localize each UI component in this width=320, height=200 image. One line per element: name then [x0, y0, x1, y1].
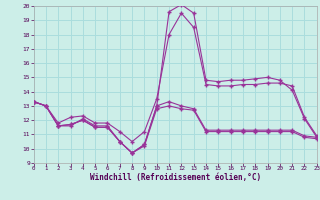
- X-axis label: Windchill (Refroidissement éolien,°C): Windchill (Refroidissement éolien,°C): [90, 173, 261, 182]
